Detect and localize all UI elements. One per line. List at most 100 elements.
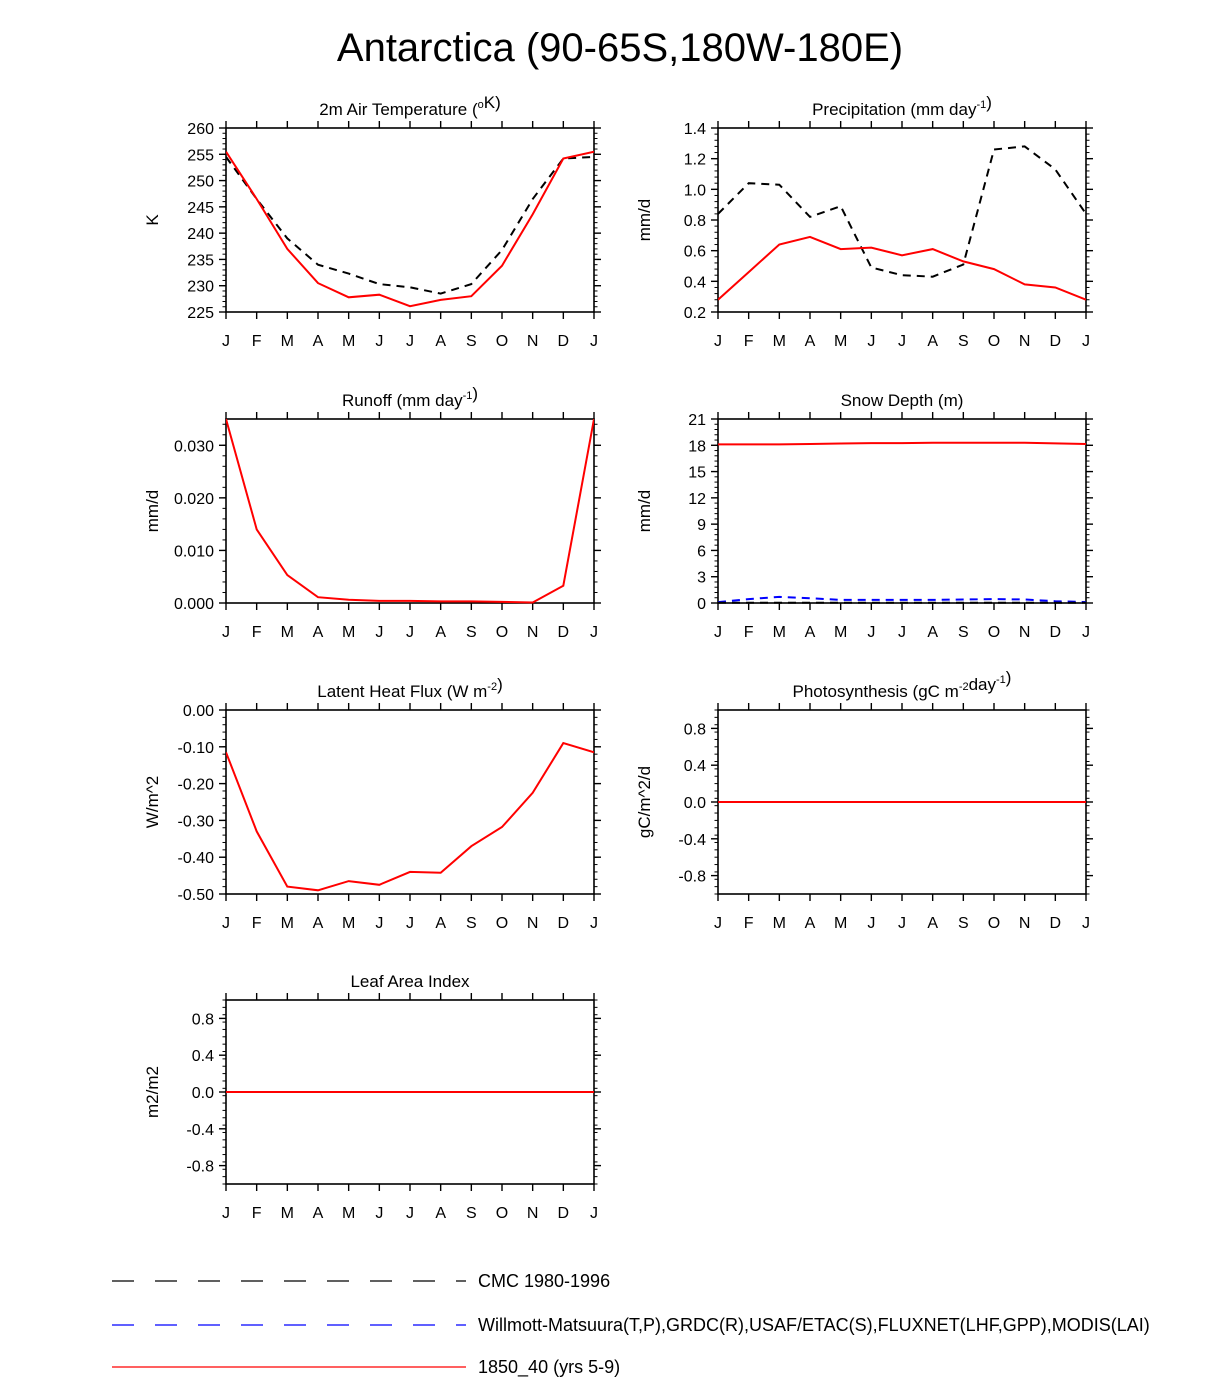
series-line-1 — [226, 741, 594, 892]
y-tick-label: -0.30 — [178, 813, 215, 830]
x-tick-label: S — [466, 333, 477, 350]
x-tick-label: J — [590, 1205, 598, 1222]
plot-frame — [717, 418, 1087, 604]
x-tick-label: J — [590, 915, 598, 932]
legend-label: Willmott-Matsuura(T,P),GRDC(R),USAF/ETAC… — [478, 1315, 1150, 1335]
chart-title: Latent Heat Flux (W m-2) — [317, 675, 503, 701]
x-tick-label: J — [406, 333, 414, 350]
x-tick-label: J — [714, 915, 722, 932]
x-tick-label: F — [252, 1205, 262, 1222]
x-tick-label: N — [1019, 915, 1031, 932]
x-tick-label: F — [252, 915, 262, 932]
y-tick-label: 0.030 — [174, 438, 214, 455]
chart-title: Precipitation (mm day-1) — [812, 93, 992, 119]
legend-item-3: 1850_40 (yrs 5-9) — [112, 1357, 620, 1378]
chart-panel-6: J F M A M J J A S O N D J -0.8 -0.4 0.0 0.4 0.8 Photosynth… — [635, 668, 1093, 932]
x-tick-label: D — [1050, 333, 1062, 350]
x-tick-label: J — [898, 624, 906, 641]
x-tick-label: A — [927, 333, 938, 350]
x-tick-label: N — [527, 333, 539, 350]
y-tick-label: -0.8 — [678, 869, 706, 886]
legend-label: CMC 1980-1996 — [478, 1271, 610, 1291]
x-tick-label: F — [744, 915, 754, 932]
x-tick-label: F — [252, 333, 262, 350]
x-tick-label: A — [313, 333, 324, 350]
x-tick-label: A — [927, 915, 938, 932]
x-tick-label: D — [558, 624, 570, 641]
figure-title: Antarctica (90-65S,180W-180E) — [336, 26, 904, 70]
y-tick-label: 0.8 — [192, 1011, 214, 1028]
y-tick-label: 0.000 — [174, 596, 214, 613]
x-tick-label: S — [466, 1205, 477, 1222]
series-line-1 — [226, 418, 594, 604]
y-tick-label: -0.50 — [178, 887, 215, 904]
plot-frame — [225, 418, 595, 604]
x-tick-label: D — [558, 333, 570, 350]
y-axis-label: gC/m^2/d — [635, 766, 654, 838]
x-tick-label: D — [558, 915, 570, 932]
x-tick-label: M — [281, 333, 294, 350]
x-tick-label: N — [527, 915, 539, 932]
x-tick-label: J — [590, 624, 598, 641]
x-tick-label: J — [222, 1205, 230, 1222]
x-tick-label: J — [714, 333, 722, 350]
x-tick-label: J — [1082, 624, 1090, 641]
x-tick-label: J — [406, 1205, 414, 1222]
y-tick-label: -0.4 — [678, 832, 706, 849]
y-tick-label: -0.40 — [178, 850, 215, 867]
y-tick-label: 3 — [697, 570, 706, 587]
series-line-2 — [718, 235, 1086, 301]
x-tick-label: J — [222, 333, 230, 350]
y-tick-label: 21 — [688, 412, 706, 429]
x-tick-label: M — [281, 915, 294, 932]
chart-title: 2m Air Temperature (oK) — [319, 93, 501, 119]
y-tick-label: -0.20 — [178, 777, 215, 794]
y-tick-label: 0.8 — [684, 213, 706, 230]
x-tick-label: N — [1019, 624, 1031, 641]
plot-frame — [225, 127, 595, 313]
x-tick-label: M — [342, 624, 355, 641]
y-tick-label: 225 — [187, 305, 214, 322]
x-tick-label: A — [805, 333, 816, 350]
x-tick-label: D — [1050, 624, 1062, 641]
x-tick-label: J — [222, 915, 230, 932]
series-line-1 — [718, 145, 1086, 278]
y-tick-label: 230 — [187, 279, 214, 296]
x-tick-label: O — [988, 333, 1000, 350]
x-tick-label: D — [1050, 915, 1062, 932]
x-tick-label: M — [342, 333, 355, 350]
y-tick-label: 250 — [187, 174, 214, 191]
x-tick-label: J — [406, 915, 414, 932]
chart-title: Photosynthesis (gC m-2day-1) — [793, 668, 1012, 701]
x-tick-label: M — [773, 333, 786, 350]
y-axis-label: m2/m2 — [143, 1066, 162, 1118]
chart-panel-1: J F M A M J J A S O N D J 225 230 235 240 245 250 255 260 2m … — [143, 93, 601, 350]
x-tick-label: A — [435, 1205, 446, 1222]
y-tick-label: 0.8 — [684, 721, 706, 738]
x-tick-label: O — [988, 915, 1000, 932]
x-tick-label: M — [773, 624, 786, 641]
y-tick-label: 0.010 — [174, 543, 214, 560]
y-tick-label: 0.0 — [192, 1085, 214, 1102]
x-tick-label: A — [313, 915, 324, 932]
x-tick-label: S — [466, 624, 477, 641]
y-axis-label: mm/d — [143, 490, 162, 533]
x-tick-label: J — [1082, 333, 1090, 350]
x-tick-label: S — [466, 915, 477, 932]
x-tick-label: M — [773, 915, 786, 932]
chart-panel-2: J F M A M J J A S O N D J 0.2 0.4 0.6 0.8 1.0 1.2 1.4 Precip… — [635, 93, 1093, 350]
legend: CMC 1980-1996 Willmott-Matsuura(T,P),GRDC… — [112, 1271, 1150, 1378]
y-tick-label: -0.4 — [186, 1122, 214, 1139]
x-tick-label: O — [988, 624, 1000, 641]
y-tick-label: -0.8 — [186, 1159, 214, 1176]
x-tick-label: M — [834, 915, 847, 932]
x-tick-label: S — [958, 915, 969, 932]
y-tick-label: 15 — [688, 465, 706, 482]
x-tick-label: A — [805, 624, 816, 641]
x-tick-label: J — [590, 333, 598, 350]
y-tick-label: 9 — [697, 517, 706, 534]
y-tick-label: 0.020 — [174, 491, 214, 508]
x-tick-label: S — [958, 333, 969, 350]
x-tick-label: M — [281, 1205, 294, 1222]
